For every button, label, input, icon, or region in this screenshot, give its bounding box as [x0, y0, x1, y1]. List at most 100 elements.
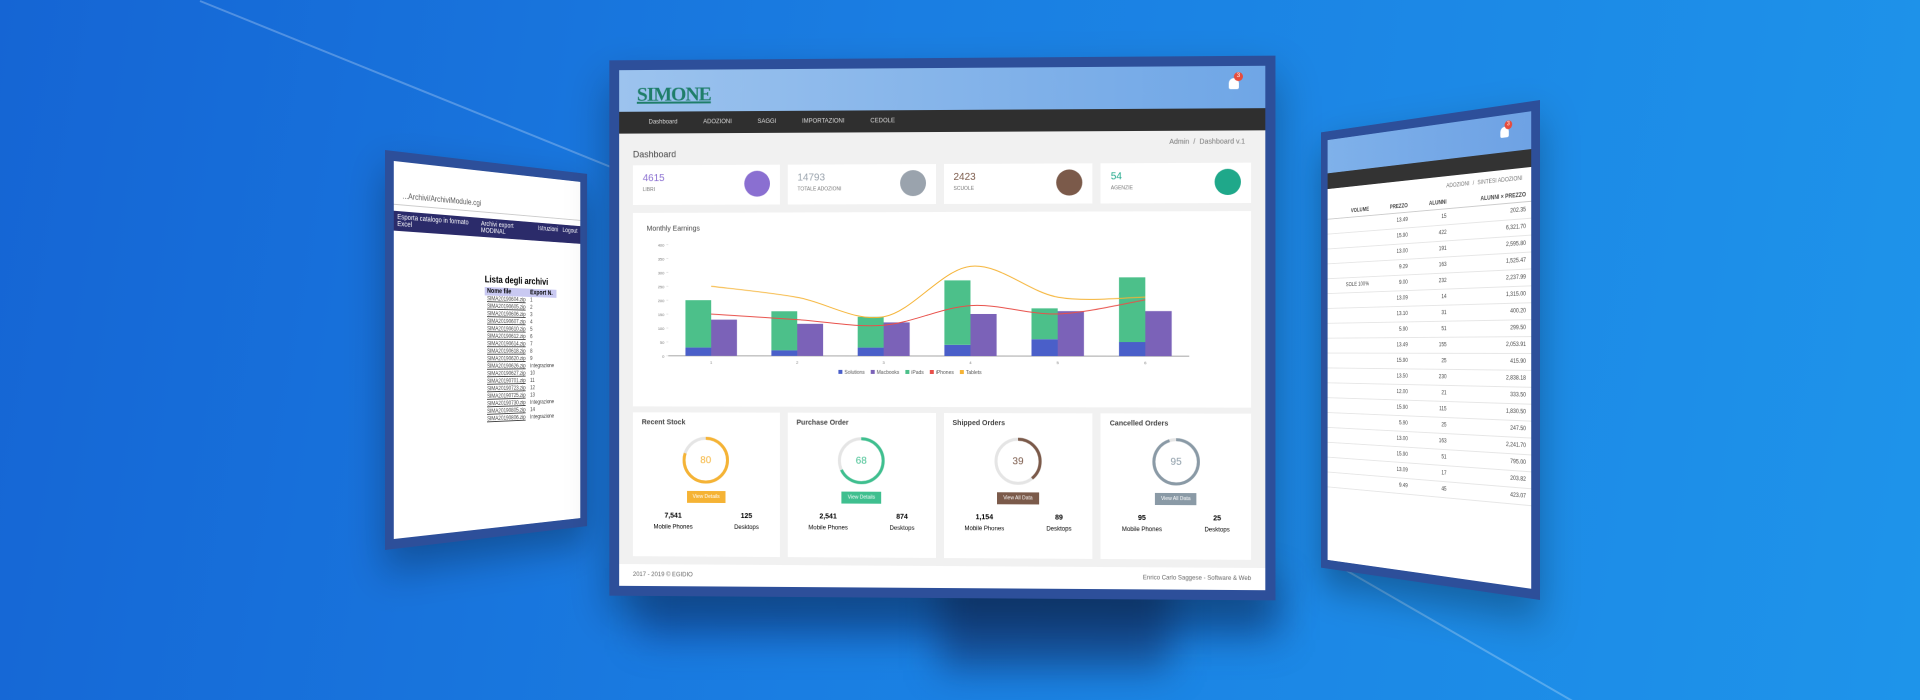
x-tick-label: 4 — [969, 360, 972, 365]
mobile-stat: 2,541 Mobile Phones — [808, 513, 847, 531]
bar — [1119, 277, 1145, 342]
desktop-label: Desktops — [734, 525, 759, 531]
y-tick-label: 200 — [658, 298, 665, 303]
card-button[interactable]: View All Data — [997, 492, 1038, 504]
table-cell: 230 — [1412, 369, 1451, 386]
mobile-value: 1,154 — [964, 514, 1004, 521]
card-title: Shipped Orders — [943, 413, 1092, 434]
archive-page: ...Archivi/ArchiviModule.cgi Esporta cat… — [394, 161, 580, 539]
page-title: Dashboard — [633, 147, 1251, 160]
cards-row: Recent Stock 80 View Details 7,541 Mobile Ph… — [633, 412, 1251, 560]
nav-item[interactable]: IMPORTAZIONI — [802, 119, 844, 125]
table-cell: 415.90 — [1451, 353, 1531, 370]
table-cell: 163 — [1412, 257, 1451, 275]
desktop-stat: 25 Desktops — [1204, 515, 1229, 533]
table-cell: 13.09 — [1373, 290, 1412, 307]
menu-item[interactable]: Archivi export MODINAL — [481, 221, 534, 238]
nav-bar: Dashboard ADOZIONI SAGGI IMPORTAZIONI CEDOLE — [619, 108, 1265, 134]
bar — [685, 347, 711, 355]
order-card: Shipped Orders 39 View All Data 1,154 Mobile… — [943, 413, 1092, 559]
table-cell: 51 — [1412, 321, 1451, 337]
table-cell: 400.20 — [1451, 303, 1531, 321]
separator: / — [1473, 181, 1474, 187]
order-card: Purchase Order 68 View Details 2,541 Mobile … — [788, 413, 936, 558]
legend-swatch — [838, 370, 842, 374]
legend-label: iPads — [911, 370, 924, 376]
mobile-label: Mobile Phones — [654, 525, 693, 531]
export-number: 6 — [528, 334, 556, 341]
top-bar: SIMONE 3 — [619, 66, 1265, 112]
right-screen: 3 ADOZIONI / SINTESI ADOZIONI VOLUME PREZZO… — [1321, 100, 1540, 600]
crumb: Dashboard v.1 — [1199, 138, 1245, 145]
x-tick-label: 6 — [1144, 360, 1147, 365]
export-number: 8 — [528, 348, 556, 355]
stat-card: 4615 LIBRI — [633, 165, 780, 205]
file-link[interactable]: SIMA20190806.zip — [485, 414, 528, 423]
table-page: 3 ADOZIONI / SINTESI ADOZIONI VOLUME PREZZO… — [1328, 111, 1532, 589]
stat-icon — [1215, 169, 1241, 195]
donut-value: 80 — [701, 455, 712, 466]
menu-item[interactable]: Logout — [562, 227, 577, 241]
table-cell: 5.90 — [1373, 322, 1412, 338]
y-tick-label: 300 — [658, 270, 665, 275]
bar — [858, 348, 884, 356]
donut-value: 68 — [856, 456, 868, 467]
menu-item[interactable]: Istruzioni — [538, 225, 558, 239]
legend-swatch — [871, 370, 875, 374]
table-cell: 13.10 — [1373, 306, 1412, 322]
table-cell: 45 — [1412, 479, 1451, 498]
file-link[interactable]: SIMA20190618.zip — [485, 348, 528, 356]
nav-item[interactable]: Dashboard — [649, 119, 678, 125]
volume-cell — [1328, 338, 1374, 353]
donut: 95 — [1148, 435, 1203, 490]
badge: 3 — [1505, 120, 1513, 130]
card-title: Recent Stock — [633, 412, 780, 433]
table-cell: 232 — [1412, 273, 1451, 291]
logo: SIMONE — [637, 83, 711, 106]
desktop-value: 25 — [1204, 515, 1229, 522]
nav-item[interactable]: SAGGI — [757, 119, 776, 125]
x-tick-label: 2 — [796, 360, 798, 365]
bar — [711, 320, 737, 356]
bar — [858, 317, 884, 348]
mobile-stat: 7,541 Mobile Phones — [654, 513, 693, 531]
card-title: Purchase Order — [788, 413, 936, 434]
stat-card: 54 AGENZIE — [1101, 163, 1251, 204]
mobile-label: Mobile Phones — [1122, 527, 1162, 533]
desktop-value: 125 — [734, 513, 759, 520]
line — [711, 266, 1145, 318]
card-button[interactable]: View Details — [687, 491, 726, 503]
card-numbers: 1,154 Mobile Phones 89 Desktops — [943, 514, 1092, 533]
file-link[interactable]: SIMA20190614.zip — [485, 341, 528, 349]
file-link[interactable]: SIMA20190612.zip — [485, 333, 528, 341]
volume-cell — [1328, 383, 1374, 399]
center-screen: SIMONE 3 Dashboard ADOZIONI SAGGI IMPORTAZI… — [609, 56, 1275, 601]
adoption-table: VOLUME PREZZO ALUNNI ALUNNI × PREZZO 13.49 15… — [1328, 189, 1532, 506]
table-cell: 155 — [1412, 337, 1451, 353]
table-cell: 21 — [1412, 385, 1451, 402]
volume-cell — [1328, 472, 1374, 491]
table-cell: 115 — [1412, 400, 1451, 417]
volume-cell: SOLE 100% — [1328, 277, 1374, 294]
bar — [797, 324, 823, 356]
table-cell: 15.90 — [1373, 353, 1412, 369]
card-button[interactable]: View All Data — [1155, 493, 1197, 505]
menu-item[interactable]: Esporta catalogo in formato Excel — [397, 214, 476, 234]
order-card: Recent Stock 80 View Details 7,541 Mobile Ph… — [633, 412, 780, 557]
nav-item[interactable]: CEDOLE — [870, 118, 895, 124]
x-tick-label: 3 — [883, 360, 886, 365]
bar — [1031, 339, 1057, 356]
nav-item[interactable]: ADOZIONI — [703, 119, 732, 125]
x-tick-label: 5 — [1057, 360, 1060, 365]
desktop-stat: 89 Desktops — [1046, 515, 1071, 533]
y-tick-label: 250 — [658, 284, 665, 289]
bar — [771, 311, 797, 350]
table-cell: 13.49 — [1373, 338, 1412, 354]
archive-table: Nome file Export N. SIMA20190604.zip 1 SIMA2… — [485, 287, 557, 423]
y-tick-label: 350 — [658, 256, 665, 261]
table-cell: 9.29 — [1373, 259, 1412, 277]
card-button[interactable]: View Details — [842, 492, 881, 504]
bar — [944, 280, 970, 344]
y-tick-label: 0 — [662, 354, 665, 359]
legend-label: Solutions — [844, 370, 865, 376]
